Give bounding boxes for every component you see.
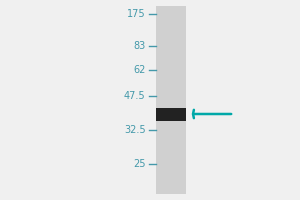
Text: 62: 62 bbox=[133, 65, 145, 75]
Text: 32.5: 32.5 bbox=[124, 125, 146, 135]
Text: 175: 175 bbox=[127, 9, 146, 19]
Text: 47.5: 47.5 bbox=[124, 91, 146, 101]
Bar bbox=[156, 6, 186, 194]
Text: 25: 25 bbox=[133, 159, 146, 169]
Bar bbox=[156, 108, 186, 120]
Text: 83: 83 bbox=[133, 41, 145, 51]
